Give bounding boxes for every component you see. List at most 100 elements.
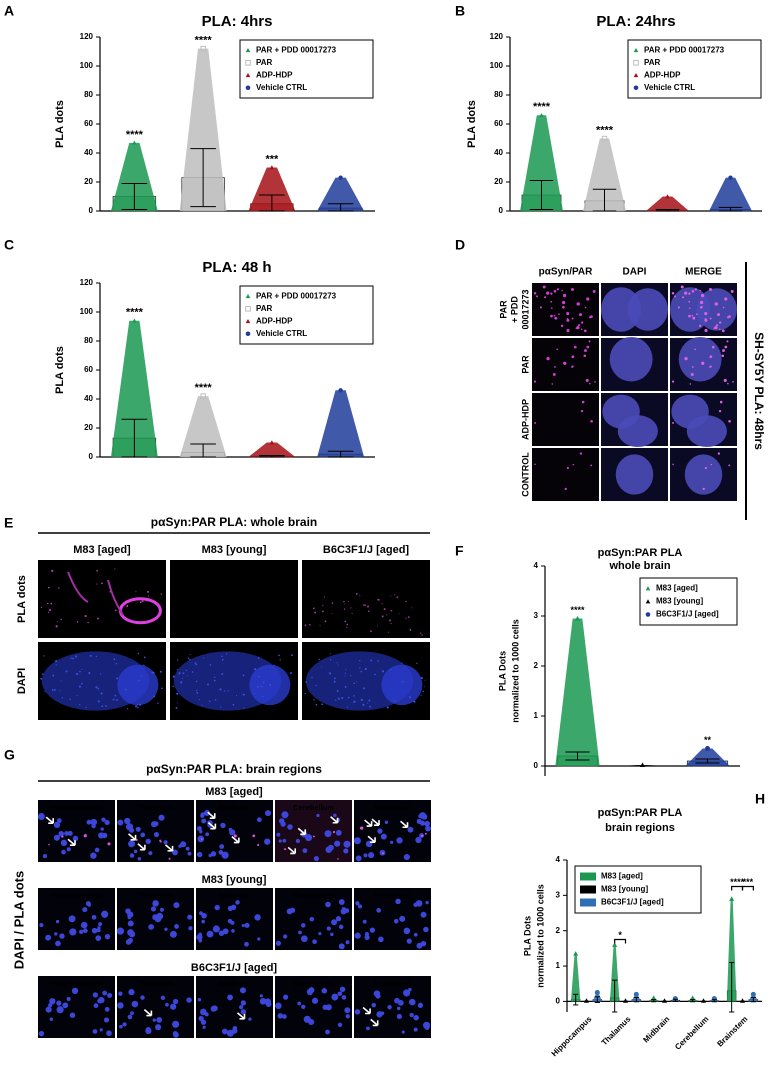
signal-dot (40, 606, 43, 608)
signal-dot (125, 908, 131, 914)
signal-dot (588, 340, 591, 343)
signal-dot (298, 930, 302, 935)
data-points (179, 48, 227, 211)
signal-dot (59, 690, 61, 692)
signal-dot (257, 657, 260, 659)
signal-dot (390, 668, 392, 671)
marker (740, 998, 745, 1003)
signal-dot (91, 927, 98, 934)
legend-box (239, 39, 374, 99)
signal-dot (114, 694, 117, 697)
signal-dot (374, 673, 376, 676)
signal-dot (76, 695, 78, 697)
signal-dot (423, 686, 425, 688)
signal-dot (157, 702, 159, 704)
signal-dot (101, 832, 108, 839)
signal-dot (698, 324, 702, 328)
signal-dot (269, 683, 272, 686)
signal-dot (575, 327, 578, 329)
signal-dot (99, 1028, 103, 1032)
signal-dot (180, 841, 187, 848)
signal-dot (72, 657, 74, 660)
signal-dot (546, 291, 550, 295)
bracket (741, 885, 754, 891)
signal-dot (96, 617, 99, 620)
signal-dot (164, 927, 168, 932)
signal-dot (690, 373, 694, 376)
legend-label: PAR + PDD 00017273 (256, 45, 337, 54)
y-tick-label: 40 (84, 394, 93, 403)
signal-dot (279, 659, 281, 661)
signal-dot (135, 826, 141, 832)
marker (623, 998, 628, 1003)
signal-dot (336, 662, 338, 664)
signal-dot (151, 671, 153, 673)
signal-dot (394, 700, 396, 702)
signal-dot (160, 593, 162, 595)
signal-dot (533, 291, 537, 295)
marker (701, 998, 706, 1003)
signal-dot (338, 899, 345, 905)
signal-dot (220, 706, 222, 708)
chart-title: PLA: 48 h (202, 259, 271, 276)
signal-dot (558, 313, 560, 316)
x-tick-label: Cerebellum (673, 1015, 710, 1052)
signal-dot (104, 1006, 110, 1012)
signal-dot (126, 605, 128, 608)
signal-dot (301, 1004, 306, 1009)
signal-dot (588, 316, 592, 319)
arrow (207, 811, 216, 820)
signal-dot (187, 851, 192, 856)
signal-dot (76, 673, 79, 676)
signal-dot (159, 670, 162, 673)
signal-dot (60, 618, 62, 621)
row-label: PAR (498, 300, 508, 319)
y-tick-label: 3 (534, 611, 539, 620)
signal-dot (103, 1017, 110, 1023)
signal-dot (98, 996, 105, 1004)
group-header: M83 [young] (202, 874, 267, 886)
signal-dot (421, 634, 423, 636)
signal-dot (672, 422, 674, 424)
signal-dot (97, 687, 100, 690)
signal-dot (590, 419, 593, 423)
marker (573, 951, 579, 956)
signal-dot (227, 690, 229, 692)
signal-dot (326, 926, 331, 931)
signal-dot (194, 662, 197, 664)
signal-dot (209, 664, 212, 666)
y-tick-label: 3 (556, 890, 561, 899)
marker (584, 998, 589, 1003)
micrograph (38, 800, 115, 862)
signal-dot (553, 366, 556, 368)
signal-dot (564, 487, 567, 490)
signal-dot (101, 582, 103, 585)
signal-dot (304, 624, 307, 627)
signal-dot (172, 1031, 178, 1037)
significance: *** (743, 877, 754, 887)
signal-dot (550, 300, 553, 303)
y-tick-label: 20 (84, 177, 93, 186)
signal-dot (178, 672, 181, 675)
y-tick-label: 20 (494, 177, 503, 186)
signal-dot (345, 1014, 350, 1019)
marker (690, 995, 696, 1000)
signal-dot (60, 680, 62, 682)
signal-dot (259, 994, 263, 998)
signal-dot (119, 1024, 123, 1029)
legend-label: Vehicle CTRL (256, 329, 307, 338)
signal-dot (718, 409, 722, 413)
signal-dot (172, 1020, 180, 1028)
region-label: Midbrain (219, 891, 251, 900)
marker (245, 72, 251, 78)
signal-dot (321, 703, 324, 706)
signal-dot (325, 846, 333, 853)
signal-dot (278, 839, 282, 843)
y-tick-label: 80 (494, 90, 503, 99)
signal-dot (407, 826, 414, 833)
signal-dot (265, 1001, 272, 1008)
signal-dot (45, 934, 52, 941)
signal-dot (38, 1030, 45, 1037)
signal-dot (721, 329, 725, 333)
nucleus (617, 415, 658, 448)
